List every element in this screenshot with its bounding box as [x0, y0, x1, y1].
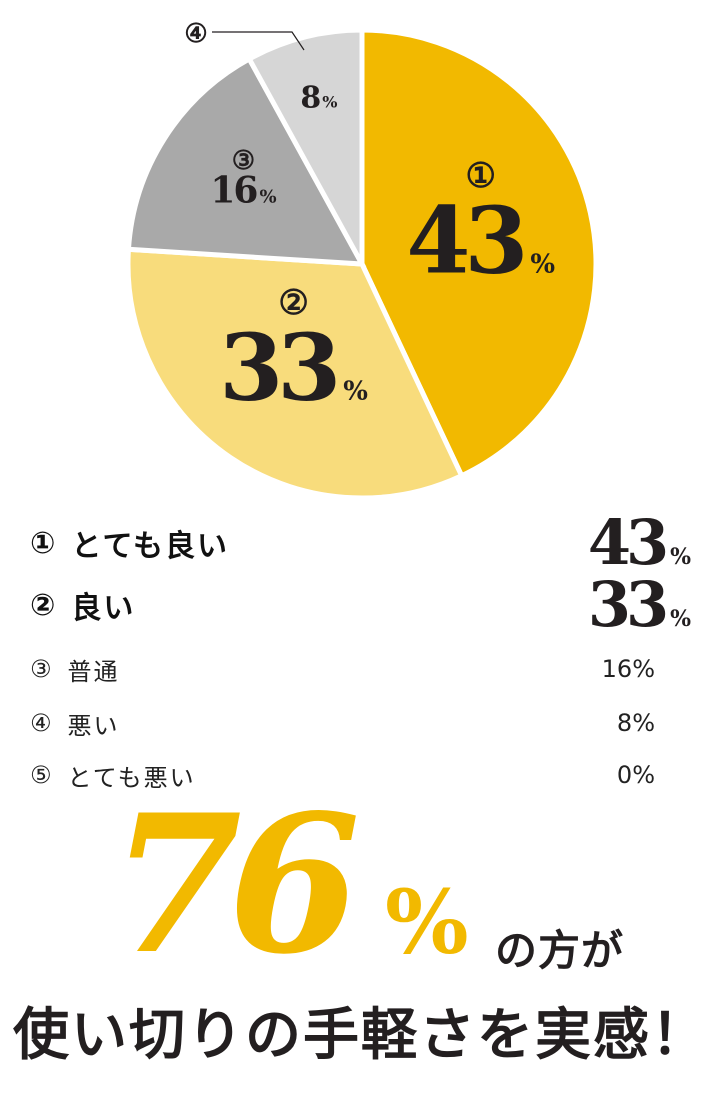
headline-unit: %: [385, 870, 469, 974]
pie-marker-excellent: ①: [466, 156, 496, 196]
legend-value-unit: %: [670, 544, 691, 570]
legend-marker: ②: [30, 587, 58, 623]
legend-row-bad: ④ 悪い 8%: [30, 703, 695, 743]
legend-label: とても良い: [71, 529, 230, 564]
pie-marker-good: ②: [278, 283, 308, 323]
pie-value-label-bad: 8%: [300, 81, 337, 116]
headline-suffix: の方が: [495, 926, 625, 975]
pie-chart: ① 43% ② 33% ③ 16% ④ 8%: [0, 0, 722, 510]
pie-slice-average: [125, 55, 367, 267]
legend-row-average: ③ 普通 16%: [30, 649, 695, 689]
legend-value: 43%: [588, 512, 695, 574]
legend-value-number: 33: [587, 568, 669, 641]
legend-name: ① とても良い: [30, 521, 229, 565]
legend-name: ② 良い: [30, 583, 135, 627]
legend-value: 16%: [601, 655, 655, 683]
legend-label: 普通: [67, 657, 120, 686]
pie-slice-excellent: [359, 27, 599, 480]
legend-name: ⑤ とても悪い: [30, 758, 196, 793]
legend-value: 8%: [616, 709, 655, 737]
legend-row-very-bad: ⑤ とても悪い 0%: [30, 755, 695, 795]
pie-marker-bad: ④: [184, 19, 207, 49]
legend-label: とても悪い: [67, 763, 196, 792]
legend-name: ③ 普通: [30, 652, 120, 687]
legend-marker: ③: [30, 655, 54, 683]
legend-value-unit: %: [670, 606, 691, 632]
legend-value-number: 43: [587, 506, 669, 579]
legend-marker: ④: [30, 709, 54, 737]
legend-marker: ①: [30, 525, 58, 561]
pie-marker-average: ③: [232, 146, 255, 176]
legend-marker: ⑤: [30, 761, 54, 789]
pie-chart-svg: ①43 % ②33 % ③16 % ④ 8%: [125, 19, 599, 501]
pie-leader-line-bad: [212, 31, 305, 51]
headline-tagline: 使い切りの手軽さを実感！: [13, 1003, 709, 1068]
pie-slice-bad: [245, 27, 365, 266]
pie-value-label-average: 16%: [210, 169, 276, 211]
legend-label: 悪い: [67, 711, 120, 740]
legend-row-good: ② 良い 33%: [30, 574, 695, 636]
legend-name: ④ 悪い: [30, 706, 120, 741]
legend-label: 良い: [71, 591, 136, 626]
legend-row-excellent: ① とても良い 43%: [30, 512, 695, 574]
headline-number: 76: [110, 773, 360, 996]
headline: 76 % の方が: [0, 790, 722, 1000]
legend-value: 0%: [616, 761, 655, 789]
pie-value-label-good: 33%: [219, 314, 368, 422]
pie-slice-good: [125, 246, 465, 501]
pie-value-label-excellent: 43%: [406, 186, 555, 294]
legend-value: 33%: [588, 574, 695, 636]
